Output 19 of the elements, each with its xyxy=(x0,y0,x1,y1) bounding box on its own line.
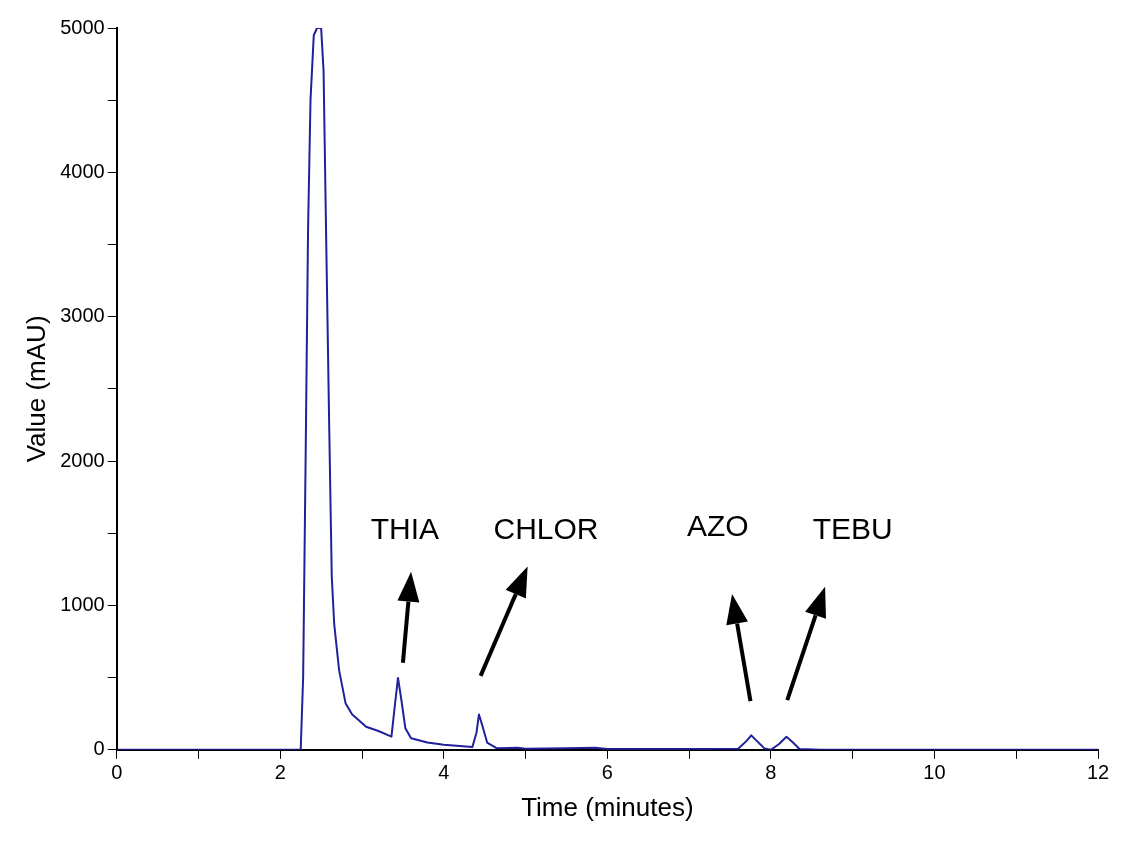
x-tick-label: 4 xyxy=(438,761,450,784)
y-tick-label: 2000 xyxy=(60,448,105,471)
annotation: AZO xyxy=(686,509,749,543)
x-tick-label: 0 xyxy=(111,761,123,784)
x-tick-label: 12 xyxy=(1086,761,1110,784)
x-tick-label: 10 xyxy=(923,761,946,784)
x-tick-label: 8 xyxy=(765,761,777,784)
x-tick-label: 2 xyxy=(274,761,286,784)
y-axis-title: Value (mAU) xyxy=(20,315,51,463)
annotation: TEBU xyxy=(812,512,893,546)
y-tick-label: 3000 xyxy=(60,304,105,327)
y-tick-label: 5000 xyxy=(60,15,105,38)
y-tick-label: 0 xyxy=(93,737,105,760)
y-tick-label: 4000 xyxy=(60,159,105,182)
annotation: CHLOR xyxy=(493,512,599,546)
x-axis-title: Time (minutes) xyxy=(521,791,694,822)
annotation: THIA xyxy=(370,512,440,546)
y-tick-label: 1000 xyxy=(60,592,105,615)
x-tick-label: 6 xyxy=(601,761,613,784)
